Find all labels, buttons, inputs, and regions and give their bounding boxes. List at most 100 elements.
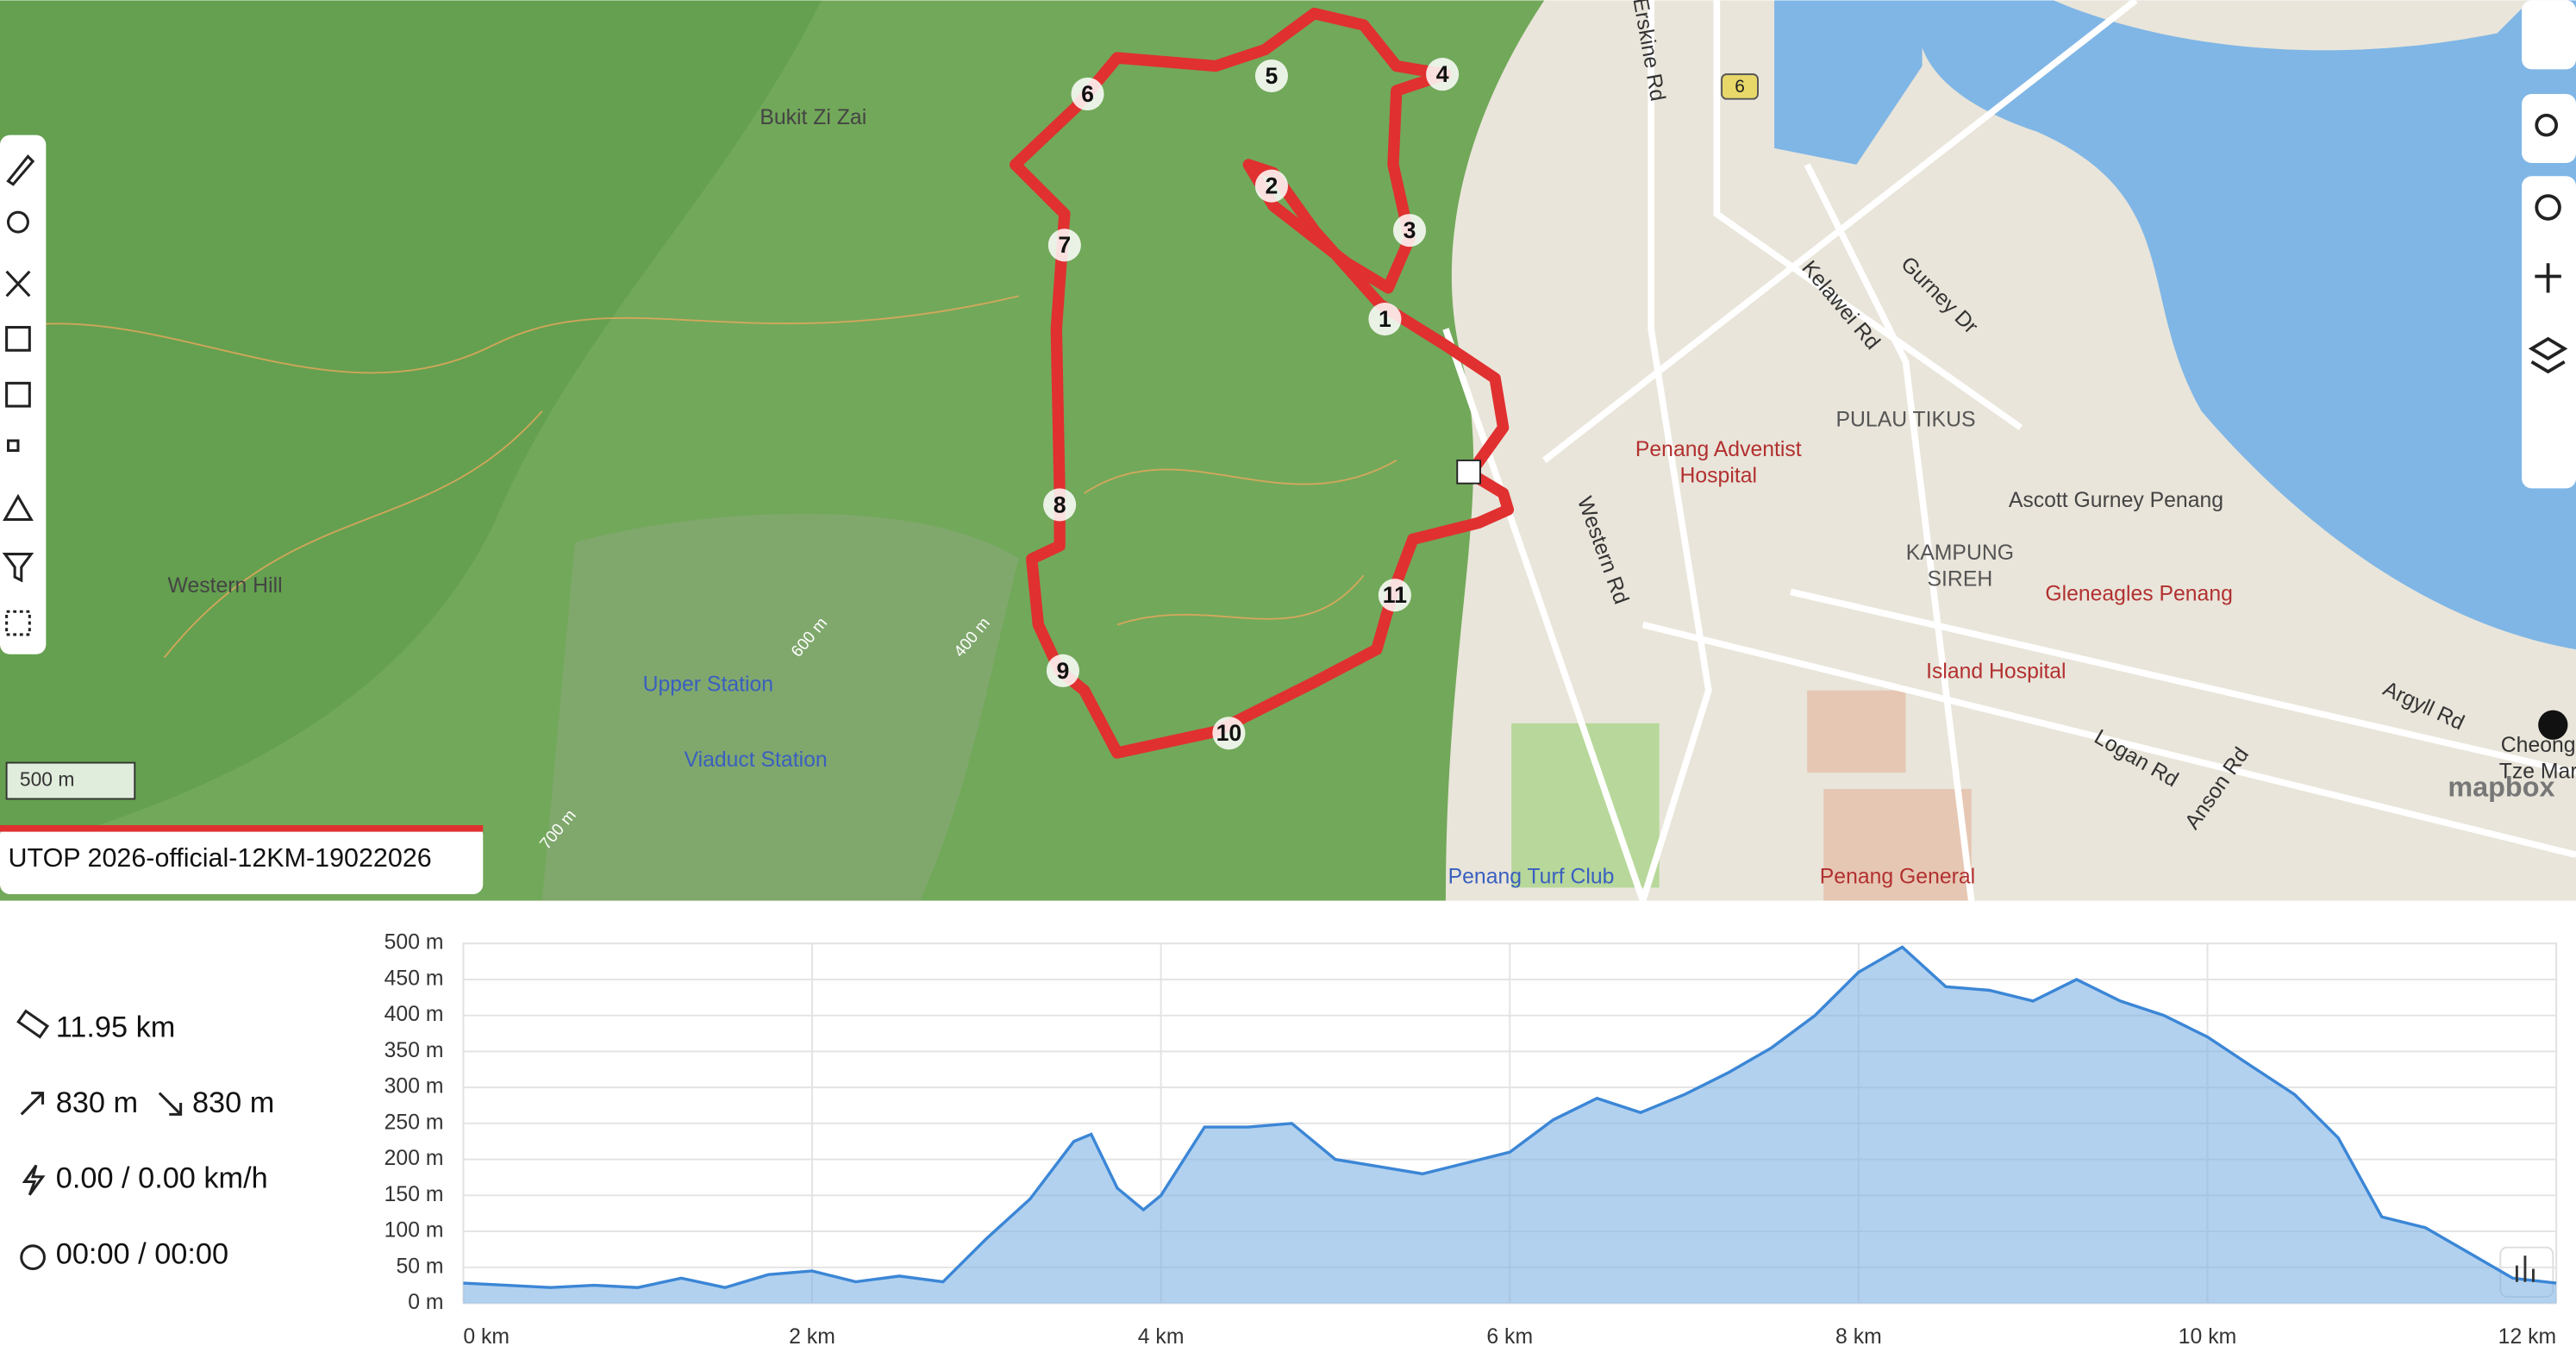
map-label: Penang Turf Club [1448,866,1615,889]
road-shield-label: 6 [1735,77,1745,97]
start-flag [1456,459,1481,485]
route-marker [1254,169,1288,203]
route-marker-label: 4 [1436,61,1449,87]
route-marker-label: 1 [1379,306,1391,332]
time-tool[interactable] [5,326,31,352]
accessibility-button[interactable] [2535,263,2561,293]
compass-button[interactable] [2522,0,2576,70]
route-marker [1254,59,1288,93]
search-icon [2535,113,2559,137]
y-tick-label: 450 m [385,967,444,990]
roads [1442,0,2576,901]
map-label: SIREH [1928,568,1993,592]
descent-icon [158,1092,183,1116]
layers-button[interactable] [2528,336,2568,374]
y-tick-label: 200 m [385,1147,444,1170]
x-tick-label: 0 km [463,1325,510,1349]
stat-speed: 0.00 / 0.00 km/h [56,1162,268,1195]
right-toolbar [2522,0,2576,740]
split-tool[interactable] [7,439,20,453]
x-tick-label: 6 km [1486,1325,1533,1349]
map-label: Bukit Zi Zai [760,106,866,129]
x-tick-label: 2 km [789,1325,835,1349]
route-marker [1426,58,1460,91]
stat-descent: 830 m [192,1086,274,1119]
search-button[interactable] [2522,93,2576,164]
route-marker [1212,717,1246,750]
y-tick-label: 400 m [385,1003,444,1026]
select-tool[interactable] [5,610,31,636]
hospital-area [1807,690,1906,773]
route-marker-label: 5 [1266,63,1279,89]
x-tick-label: 8 km [1835,1325,1882,1349]
stat-ascent: 830 m [56,1086,138,1119]
route-marker-label: 7 [1058,232,1071,258]
route-marker-label: 10 [1216,720,1242,746]
x-tick-label: 10 km [2179,1325,2236,1349]
y-tick-label: 100 m [385,1219,444,1243]
y-tick-label: 350 m [385,1039,444,1062]
y-tick-label: 150 m [385,1183,444,1206]
route-marker [1378,579,1411,612]
poi-tool[interactable] [7,210,29,234]
route-marker [1043,488,1077,522]
controls-panel [2522,176,2576,489]
scale-bar [5,761,136,800]
route-marker-label: 11 [1383,582,1407,608]
y-tick-label: 0 m [408,1291,443,1314]
attribution: mapbox [2448,772,2554,803]
draw-tool[interactable] [6,154,35,186]
scale-label: 500 m [20,768,75,791]
speed-icon [22,1164,46,1196]
map-label: Ascott Gurney Penang [2009,489,2223,512]
map-label: Hospital [1680,465,1757,488]
focus-tool[interactable] [5,381,31,408]
elevation-tool[interactable] [3,493,34,522]
locate-button[interactable] [2535,194,2561,221]
route-marker-label: 8 [1054,491,1066,517]
x-tick-label: 12 km [2498,1325,2556,1349]
map-label: Penang Adventist [1635,438,1802,461]
map-label: KAMPUNG [1906,542,2014,565]
terrain-dark [0,0,822,855]
cut-tool[interactable] [5,270,31,297]
y-tick-label: 50 m [396,1255,443,1278]
chart-toggle-icon [2515,1255,2535,1282]
ascent-icon [20,1092,45,1116]
map-label: Cheong [2501,734,2576,757]
x-tick-label: 4 km [1138,1325,1185,1349]
route-tab-accent [0,824,484,832]
map-label: Upper Station [643,673,773,697]
info-button[interactable] [2538,710,2568,740]
map-label: Gleneagles Penang [2045,583,2233,606]
reclaimed-land [2054,0,2530,51]
y-tick-label: 250 m [385,1111,444,1134]
elevation-line [463,945,2557,1289]
distance-icon [16,1009,50,1039]
road-shield [1721,73,1759,100]
route-marker [1392,214,1427,247]
map-label: Western Hill [168,574,283,598]
route-marker-label: 3 [1404,217,1416,243]
stats-icons [16,1009,183,1271]
route-marker-label: 6 [1081,81,1094,107]
y-tick-label: 500 m [385,931,444,955]
route-name: UTOP 2026-official-12KM-19022026 [9,843,432,873]
route-marker [1071,77,1104,111]
time-icon [20,1244,46,1271]
map-label: Island Hospital [1926,660,2066,683]
filter-tool[interactable] [2,553,34,583]
y-tick-label: 300 m [385,1075,444,1099]
elevation-area [463,947,2557,1304]
toolbar-bg [0,135,47,654]
map-label: Viaduct Station [685,748,828,772]
route-marker-label: 2 [1266,173,1279,199]
route-tab[interactable] [0,824,484,895]
route-marker [1046,654,1079,687]
map[interactable] [0,0,2576,901]
sea [1917,0,2576,650]
park [1511,723,1660,888]
terrain-rock [541,513,1019,901]
